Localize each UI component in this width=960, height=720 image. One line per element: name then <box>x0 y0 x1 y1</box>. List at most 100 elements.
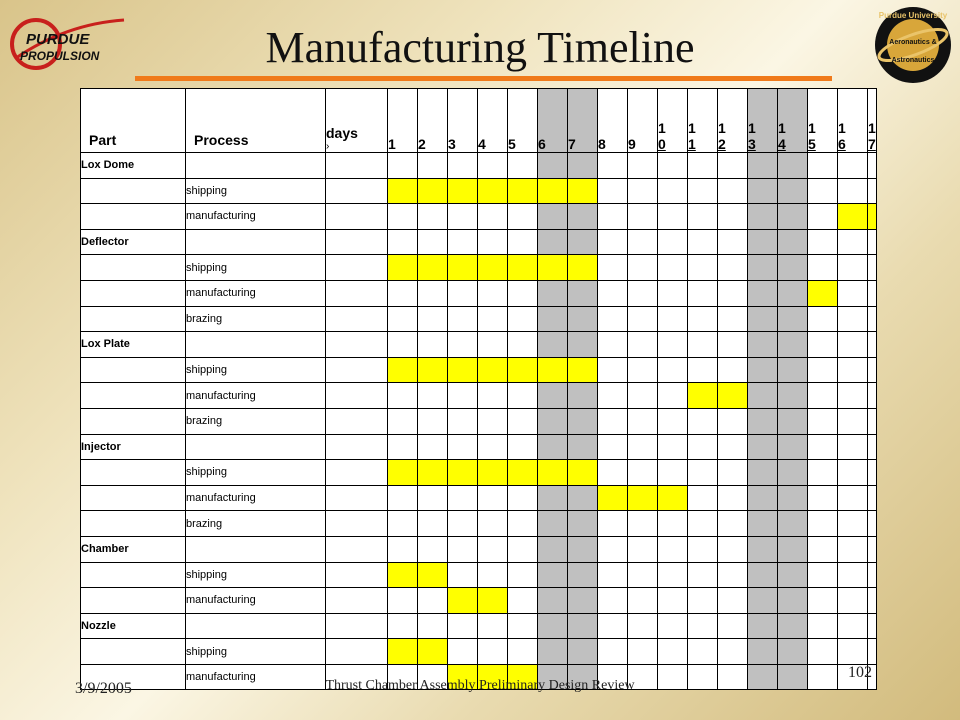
day-cell <box>417 305 448 333</box>
page-number: 102 <box>848 664 872 681</box>
day-cell <box>657 433 688 461</box>
day-cell <box>657 331 688 358</box>
day-cell <box>477 382 508 409</box>
day-cell <box>657 561 688 589</box>
footer-title: Thrust Chamber Assembly Preliminary Desi… <box>325 678 635 693</box>
day-cell <box>807 433 838 461</box>
day-cell <box>807 612 838 640</box>
header-part: Part <box>80 88 186 153</box>
day-cell <box>807 382 838 409</box>
day-cell <box>627 612 658 640</box>
day-cell <box>717 356 748 384</box>
day-cell <box>567 305 598 333</box>
day-cell <box>537 228 568 256</box>
gantt-bar-cell <box>477 587 508 614</box>
day-cell <box>807 638 838 665</box>
slide-title: Manufacturing Timeline <box>265 23 695 72</box>
days-cell <box>325 663 388 691</box>
days-cell <box>325 279 388 307</box>
header-day-5: 5 <box>507 88 538 153</box>
day-cell <box>777 152 808 179</box>
day-cell <box>627 305 658 333</box>
day-cell <box>867 459 877 486</box>
day-cell <box>477 305 508 333</box>
day-cell <box>447 331 478 358</box>
day-cell <box>477 203 508 230</box>
day-cell <box>507 433 538 461</box>
day-cell <box>387 331 418 358</box>
part-cell <box>80 177 186 205</box>
day-cell <box>747 638 778 665</box>
day-cell <box>447 433 478 461</box>
day-cell <box>687 177 718 205</box>
day-cell <box>477 331 508 358</box>
day-cell <box>657 535 688 563</box>
day-cell <box>597 587 628 614</box>
table-row: manufacturing <box>80 587 877 614</box>
day-cell <box>807 510 838 537</box>
day-cell <box>687 510 718 537</box>
day-cell <box>387 510 418 537</box>
part-cell <box>80 663 186 691</box>
day-cell <box>597 510 628 537</box>
day-cell <box>747 305 778 333</box>
day-cell <box>717 433 748 461</box>
gantt-bar-cell <box>537 254 568 281</box>
table-row: shipping <box>80 638 877 665</box>
day-cell <box>417 663 448 691</box>
day-cell <box>417 587 448 614</box>
day-cell <box>717 177 748 205</box>
day-cell <box>567 382 598 409</box>
day-cell <box>447 382 478 409</box>
gantt-bar-cell <box>477 254 508 281</box>
day-cell <box>597 305 628 333</box>
day-cell <box>747 382 778 409</box>
day-cell <box>597 407 628 435</box>
day-cell <box>507 152 538 179</box>
day-cell <box>807 254 838 281</box>
day-cell <box>777 587 808 614</box>
table-row: Deflector <box>80 228 877 256</box>
day-cell <box>717 407 748 435</box>
part-cell <box>80 279 186 307</box>
days-cell <box>325 510 388 537</box>
day-cell <box>567 510 598 537</box>
table-row: shipping <box>80 254 877 281</box>
day-cell <box>837 356 868 384</box>
day-cell <box>807 587 838 614</box>
day-cell <box>627 331 658 358</box>
day-cell <box>447 279 478 307</box>
day-cell <box>387 382 418 409</box>
day-cell <box>717 587 748 614</box>
day-cell <box>567 638 598 665</box>
table-row: Injector <box>80 433 877 461</box>
part-cell <box>80 459 186 486</box>
day-cell <box>567 152 598 179</box>
gantt-bar-cell <box>567 356 598 384</box>
day-cell <box>567 612 598 640</box>
day-cell <box>387 279 418 307</box>
day-cell <box>747 177 778 205</box>
day-cell <box>837 510 868 537</box>
day-cell <box>597 612 628 640</box>
table-row: manufacturing <box>80 484 877 512</box>
header-day-6: 6 <box>537 88 568 153</box>
day-cell <box>777 254 808 281</box>
day-cell <box>417 382 448 409</box>
day-cell <box>717 459 748 486</box>
day-cell <box>507 331 538 358</box>
day-cell <box>627 407 658 435</box>
header-day-4: 4 <box>477 88 508 153</box>
day-cell <box>417 203 448 230</box>
table-row: Lox Dome <box>80 152 877 179</box>
day-cell <box>627 587 658 614</box>
day-cell <box>747 433 778 461</box>
day-cell <box>687 407 718 435</box>
